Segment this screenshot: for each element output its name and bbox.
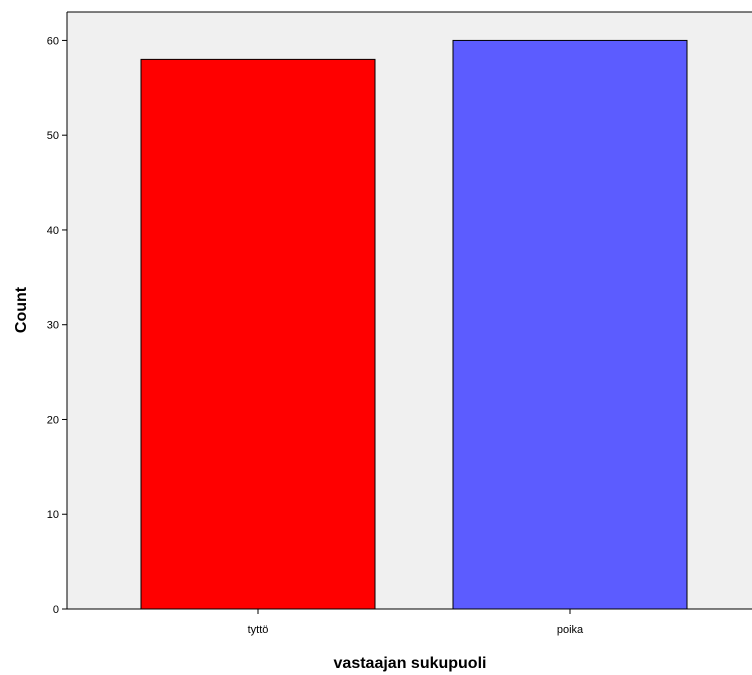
bars-layer (140, 39, 688, 610)
y-tick-label: 40 (47, 225, 59, 237)
x-ticks-layer: tyttö poika (248, 609, 584, 636)
x-tick-label: poika (557, 624, 584, 636)
bar-poika (452, 39, 688, 610)
y-ticks-layer: 0 10 20 30 40 50 60 (47, 35, 67, 616)
y-tick-label: 30 (47, 320, 59, 332)
bar-tytto (140, 58, 376, 610)
x-tick-label: tyttö (248, 624, 269, 636)
x-axis-title: vastaajan sukupuoli (334, 655, 487, 672)
y-tick-label: 0 (53, 604, 59, 616)
y-tick-label: 10 (47, 509, 59, 521)
y-tick-label: 60 (47, 35, 59, 47)
y-tick-label: 50 (47, 130, 59, 142)
y-axis-title: Count (13, 286, 30, 333)
y-tick-label: 20 (47, 414, 59, 426)
